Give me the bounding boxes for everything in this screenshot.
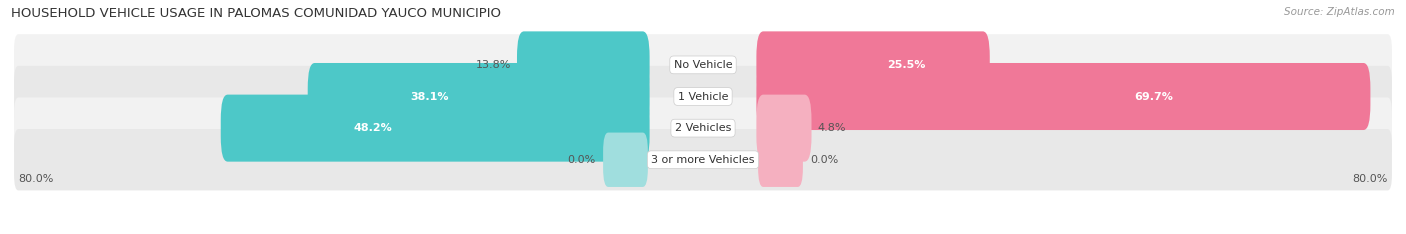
Text: No Vehicle: No Vehicle <box>673 60 733 70</box>
FancyBboxPatch shape <box>14 129 1392 190</box>
FancyBboxPatch shape <box>758 132 803 187</box>
Text: HOUSEHOLD VEHICLE USAGE IN PALOMAS COMUNIDAD YAUCO MUNICIPIO: HOUSEHOLD VEHICLE USAGE IN PALOMAS COMUN… <box>11 7 502 20</box>
FancyBboxPatch shape <box>14 97 1392 159</box>
FancyBboxPatch shape <box>603 132 648 187</box>
Text: 13.8%: 13.8% <box>475 60 510 70</box>
Text: 38.1%: 38.1% <box>411 91 449 102</box>
FancyBboxPatch shape <box>308 63 650 130</box>
Text: 80.0%: 80.0% <box>18 174 53 184</box>
Text: Source: ZipAtlas.com: Source: ZipAtlas.com <box>1284 7 1395 17</box>
FancyBboxPatch shape <box>221 95 650 162</box>
Text: 69.7%: 69.7% <box>1135 91 1173 102</box>
FancyBboxPatch shape <box>14 34 1392 95</box>
Text: 0.0%: 0.0% <box>811 155 839 165</box>
FancyBboxPatch shape <box>756 95 811 162</box>
Text: 48.2%: 48.2% <box>353 123 392 133</box>
Text: 25.5%: 25.5% <box>887 60 925 70</box>
FancyBboxPatch shape <box>517 31 650 99</box>
Text: 0.0%: 0.0% <box>567 155 595 165</box>
Text: 1 Vehicle: 1 Vehicle <box>678 91 728 102</box>
FancyBboxPatch shape <box>756 31 990 99</box>
FancyBboxPatch shape <box>14 66 1392 127</box>
Text: 3 or more Vehicles: 3 or more Vehicles <box>651 155 755 165</box>
Text: 4.8%: 4.8% <box>817 123 846 133</box>
Text: 2 Vehicles: 2 Vehicles <box>675 123 731 133</box>
Text: 80.0%: 80.0% <box>1353 174 1388 184</box>
FancyBboxPatch shape <box>756 63 1371 130</box>
